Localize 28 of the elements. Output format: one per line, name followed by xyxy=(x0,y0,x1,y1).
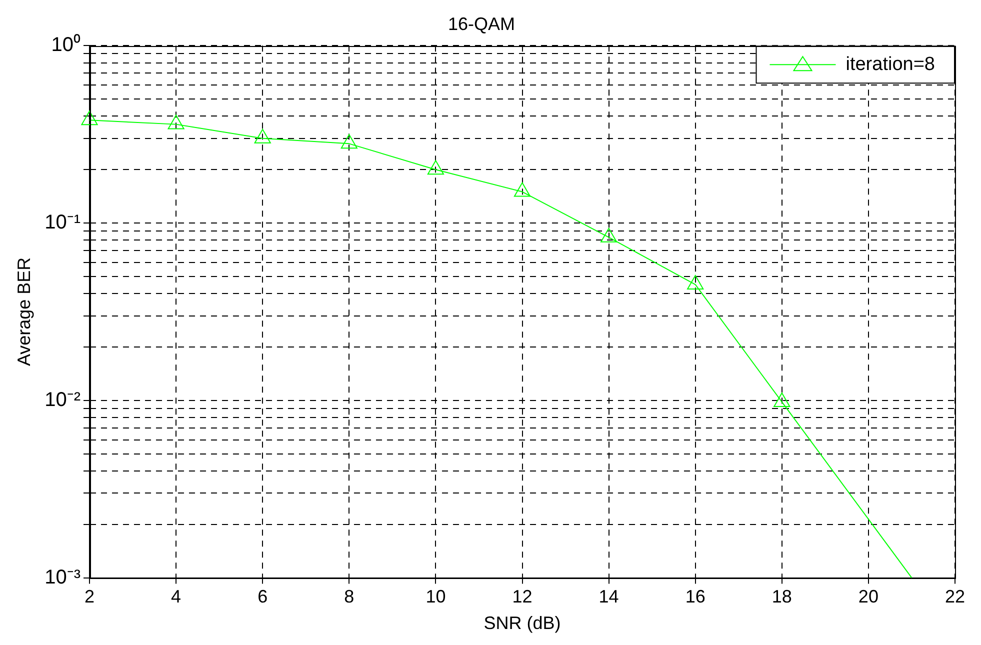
y-tick-label: 10⁻² xyxy=(44,388,81,411)
x-axis-title: SNR (dB) xyxy=(484,613,561,634)
x-tick-label: 20 xyxy=(858,586,878,607)
point xyxy=(774,392,790,407)
x-tick-label: 22 xyxy=(944,586,966,607)
point xyxy=(168,114,184,130)
point xyxy=(427,160,444,175)
point xyxy=(340,134,358,149)
x-tick-label: 4 xyxy=(171,586,182,607)
x-tick-label: 16 xyxy=(685,586,706,607)
x-tick-label: 2 xyxy=(84,586,95,607)
legend-label: iteration=8 xyxy=(846,54,936,75)
point xyxy=(254,128,271,144)
x-tick-label: 18 xyxy=(772,586,792,607)
x-tick-label: 14 xyxy=(598,586,619,607)
x-tick-label: 6 xyxy=(258,586,268,607)
point xyxy=(81,110,98,126)
y-axis-title: Average BER xyxy=(14,257,34,366)
point xyxy=(600,228,618,242)
x-tick-label: 12 xyxy=(512,586,532,607)
x-tick-label: 10 xyxy=(426,586,446,607)
chart-title: 16-QAM xyxy=(448,14,516,34)
point xyxy=(687,275,704,290)
y-tick-label: 10⁻¹ xyxy=(44,212,81,234)
y-tick-label: 10⁰ xyxy=(51,33,81,56)
x-tick-label: 8 xyxy=(344,586,354,607)
point xyxy=(514,182,531,197)
y-tick-label: 10⁻³ xyxy=(44,566,81,588)
